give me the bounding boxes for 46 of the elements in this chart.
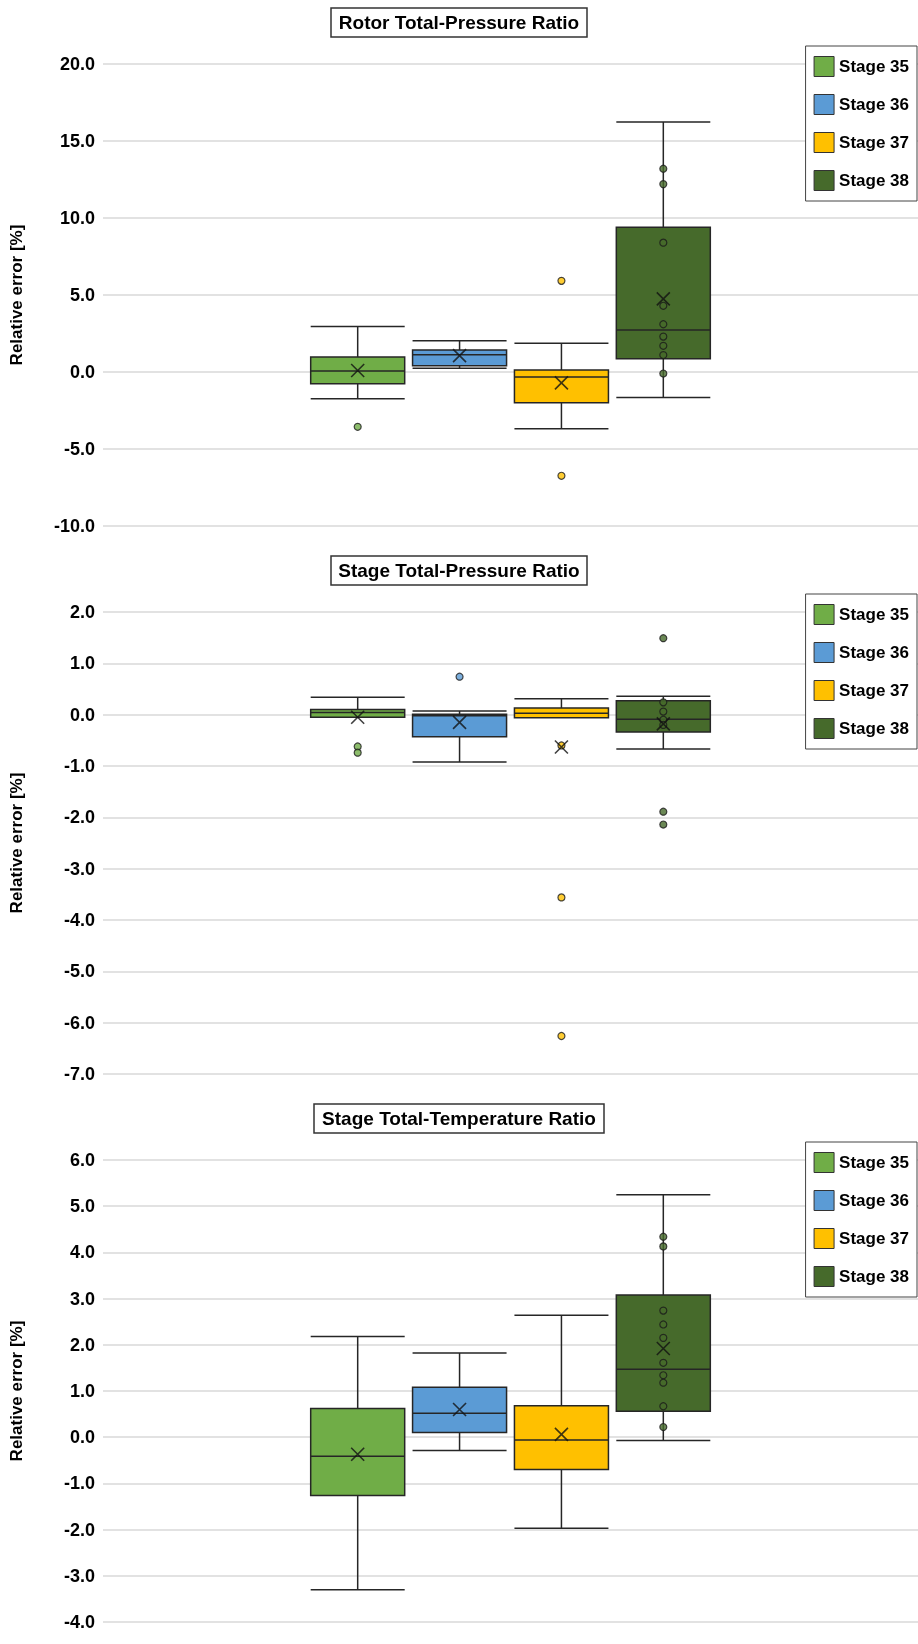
legend-label: Stage 38	[839, 1267, 910, 1286]
chart-title: Rotor Total-Pressure Ratio	[338, 12, 580, 33]
y-tick-label: 6.0	[69, 1150, 95, 1170]
y-tick-label: -1.0	[63, 756, 95, 776]
y-tick-label: 5.0	[69, 1196, 95, 1217]
y-tick-label: 2.0	[69, 602, 95, 622]
chart-title: Stage Total-Temperature Ratio	[322, 1108, 596, 1129]
y-tick-label: -5.0	[63, 439, 95, 459]
legend-label: Stage 36	[839, 643, 910, 662]
legend-label: Stage 38	[839, 719, 910, 738]
legend-label: Stage 35	[839, 1153, 910, 1172]
y-tick-label: -3.0	[63, 1565, 95, 1586]
legend-label: Stage 37	[839, 1229, 910, 1248]
y-axis-title: Relative error [%]	[7, 772, 26, 914]
y-tick-label: 5.0	[69, 285, 95, 305]
legend-label: Stage 36	[839, 1191, 910, 1210]
y-tick-label: 10.0	[59, 208, 95, 228]
y-tick-label: 3.0	[69, 1288, 95, 1309]
y-tick-label: -2.0	[63, 1519, 95, 1540]
y-axis-title: Relative error [%]	[7, 1320, 26, 1462]
y-tick-label: -4.0	[63, 1612, 95, 1632]
y-tick-label: 20.0	[59, 54, 95, 74]
legend-label: Stage 37	[839, 681, 910, 700]
y-tick-label: 1.0	[69, 1381, 95, 1401]
y-tick-label: -5.0	[63, 961, 95, 982]
y-tick-label: 0.0	[69, 362, 95, 382]
y-tick-label: 0.0	[69, 704, 95, 725]
y-tick-label: 15.0	[59, 131, 95, 151]
y-tick-label: 2.0	[69, 1334, 95, 1355]
y-axis-title: Relative error [%]	[7, 224, 26, 366]
y-tick-label: -4.0	[63, 910, 95, 930]
legend-label: Stage 35	[839, 605, 910, 624]
legend-label: Stage 38	[839, 171, 910, 190]
y-tick-label: -1.0	[63, 1473, 95, 1494]
legend-label: Stage 35	[839, 57, 910, 76]
y-tick-label: 0.0	[69, 1427, 95, 1448]
y-tick-label: 4.0	[69, 1242, 95, 1263]
y-tick-label: 1.0	[69, 653, 95, 674]
y-tick-label: -10.0	[53, 516, 95, 536]
y-tick-label: -7.0	[63, 1064, 95, 1084]
y-tick-label: -3.0	[63, 858, 95, 879]
legend-label: Stage 36	[839, 95, 910, 114]
y-tick-label: -2.0	[63, 807, 95, 828]
legend-label: Stage 37	[839, 133, 910, 152]
y-tick-label: -6.0	[63, 1012, 95, 1033]
chart-title: Stage Total-Pressure Ratio	[338, 560, 580, 581]
